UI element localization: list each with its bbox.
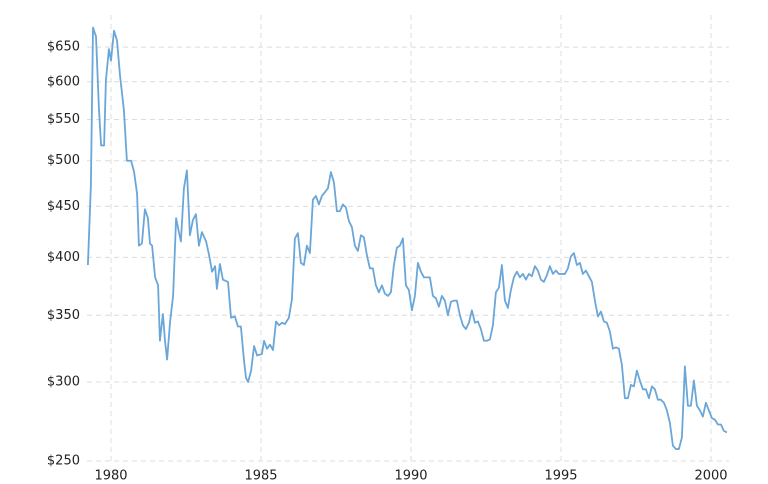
y-tick-label: $450	[47, 199, 80, 214]
price-line	[87, 26, 728, 450]
y-tick-label: $350	[47, 308, 80, 323]
y-tick-label: $600	[47, 74, 80, 89]
y-tick-label: $400	[47, 250, 80, 265]
y-tick-label: $250	[47, 454, 80, 469]
y-tick-label: $300	[47, 375, 80, 390]
y-tick-label: $650	[47, 40, 80, 55]
y-tick-label: $500	[47, 153, 80, 168]
x-tick-label: 1990	[394, 469, 427, 484]
y-tick-label: $550	[47, 112, 80, 127]
x-tick-label: 1995	[544, 469, 577, 484]
x-tick-label: 1985	[244, 469, 277, 484]
x-tick-label: 2000	[694, 469, 727, 484]
x-tick-label: 1980	[94, 469, 127, 484]
